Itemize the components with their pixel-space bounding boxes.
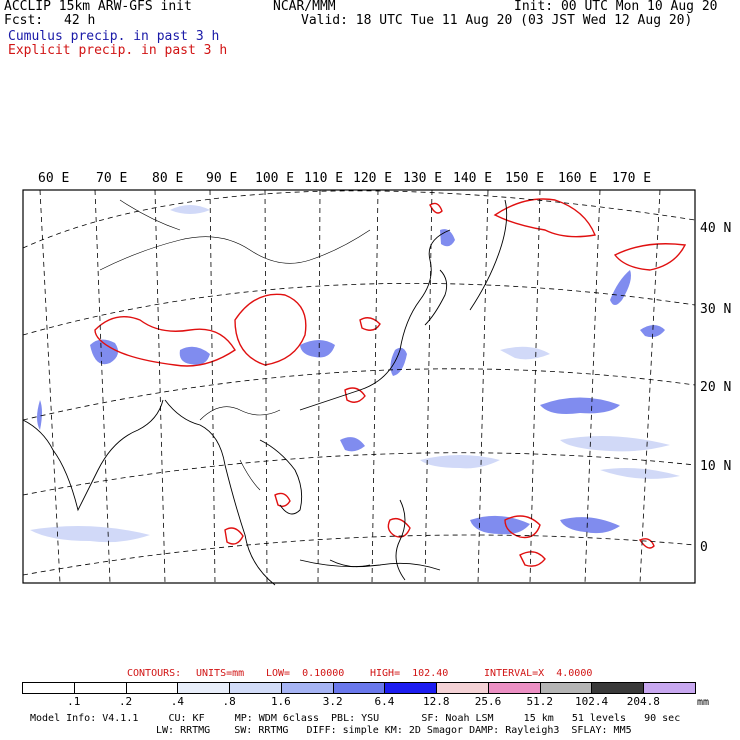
country-borders [99,199,371,491]
lon-label: 130 E [403,171,443,186]
lat-label: 0 [700,540,708,555]
colorbar-label: 102.4 [574,695,609,708]
colorbar-swatch [487,682,541,694]
contours-interval: INTERVAL=X 4.0000 [484,668,593,679]
colorbar-swatch [384,682,438,694]
lon-label: 160 E [558,171,598,186]
lon-label: 70 E [96,171,128,186]
lat-label: 30 N [700,302,732,317]
lon-label: 90 E [206,171,238,186]
colorbar-swatch [539,682,593,694]
init-time: Init: 00 UTC Mon 10 Aug 20 [514,0,718,14]
colorbar-label: 25.6 [474,695,502,708]
colorbar-label: 6.4 [374,695,395,708]
lat-label: 20 N [700,380,732,395]
contours-high: HIGH= 102.40 [370,668,449,679]
plot-title: ACCLIP 15km ARW-GFS init [4,0,192,14]
precip-explicit-red [94,198,687,567]
precip-cumulus-blue [37,229,665,535]
colorbar-swatch [436,682,489,694]
lon-label: 60 E [38,171,70,186]
forecast-label: Fcst: [4,13,44,28]
forecast-hours: 42 h [64,13,96,28]
coastlines [22,199,508,586]
contours-low: LOW= 0.10000 [266,668,345,679]
precip-cumulus-light [30,205,680,543]
colorbar-swatch [177,682,231,694]
colorbar-label: 1.6 [270,695,291,708]
colorbar-swatch [643,682,696,694]
contours-units: UNITS=mm [196,668,245,679]
colorbar-label: 204.8 [626,695,660,708]
colorbar-label: .8 [222,695,236,708]
lat-label: 10 N [700,459,732,474]
colorbar-swatch [22,682,75,694]
colorbar-swatch [229,682,282,694]
lon-label: 140 E [453,171,493,186]
colorbar-swatch [332,682,386,694]
colorbar-label: .1 [67,695,81,708]
lon-label: 110 E [304,171,344,186]
colorbar-label: 12.8 [422,695,450,708]
model-info-line1: Model Info: V4.1.1 CU: KF MP: WDM 6class… [30,713,681,724]
lon-label: 120 E [353,171,393,186]
lon-label: 80 E [152,171,184,186]
graticule [22,189,696,584]
colorbar-swatch [280,682,334,694]
lon-label: 170 E [612,171,652,186]
lon-label: 150 E [505,171,545,186]
colorbar-label: 51.2 [526,695,553,708]
valid-time: Valid: 18 UTC Tue 11 Aug 20 (03 JST Wed … [301,13,693,28]
center-label: NCAR/MMM [273,0,336,14]
cumulus-field-label: Cumulus precip. in past 3 h [8,29,220,44]
lon-label: 100 E [255,171,295,186]
lat-label: 40 N [700,221,732,236]
contours-label: CONTOURS: [127,668,182,679]
explicit-field-label: Explicit precip. in past 3 h [8,43,228,58]
colorbar-swatch [73,682,127,694]
colorbar-swatch [125,682,179,694]
colorbar-label: .4 [170,695,184,708]
colorbar-label: 3.2 [322,695,343,708]
colorbar-unit: mm [697,697,710,708]
colorbar-swatch [591,682,645,694]
model-info-line2: LW: RRTMG SW: RRTMG DIFF: simple KM: 2D … [156,725,632,736]
colorbar-label: .2 [118,695,133,708]
